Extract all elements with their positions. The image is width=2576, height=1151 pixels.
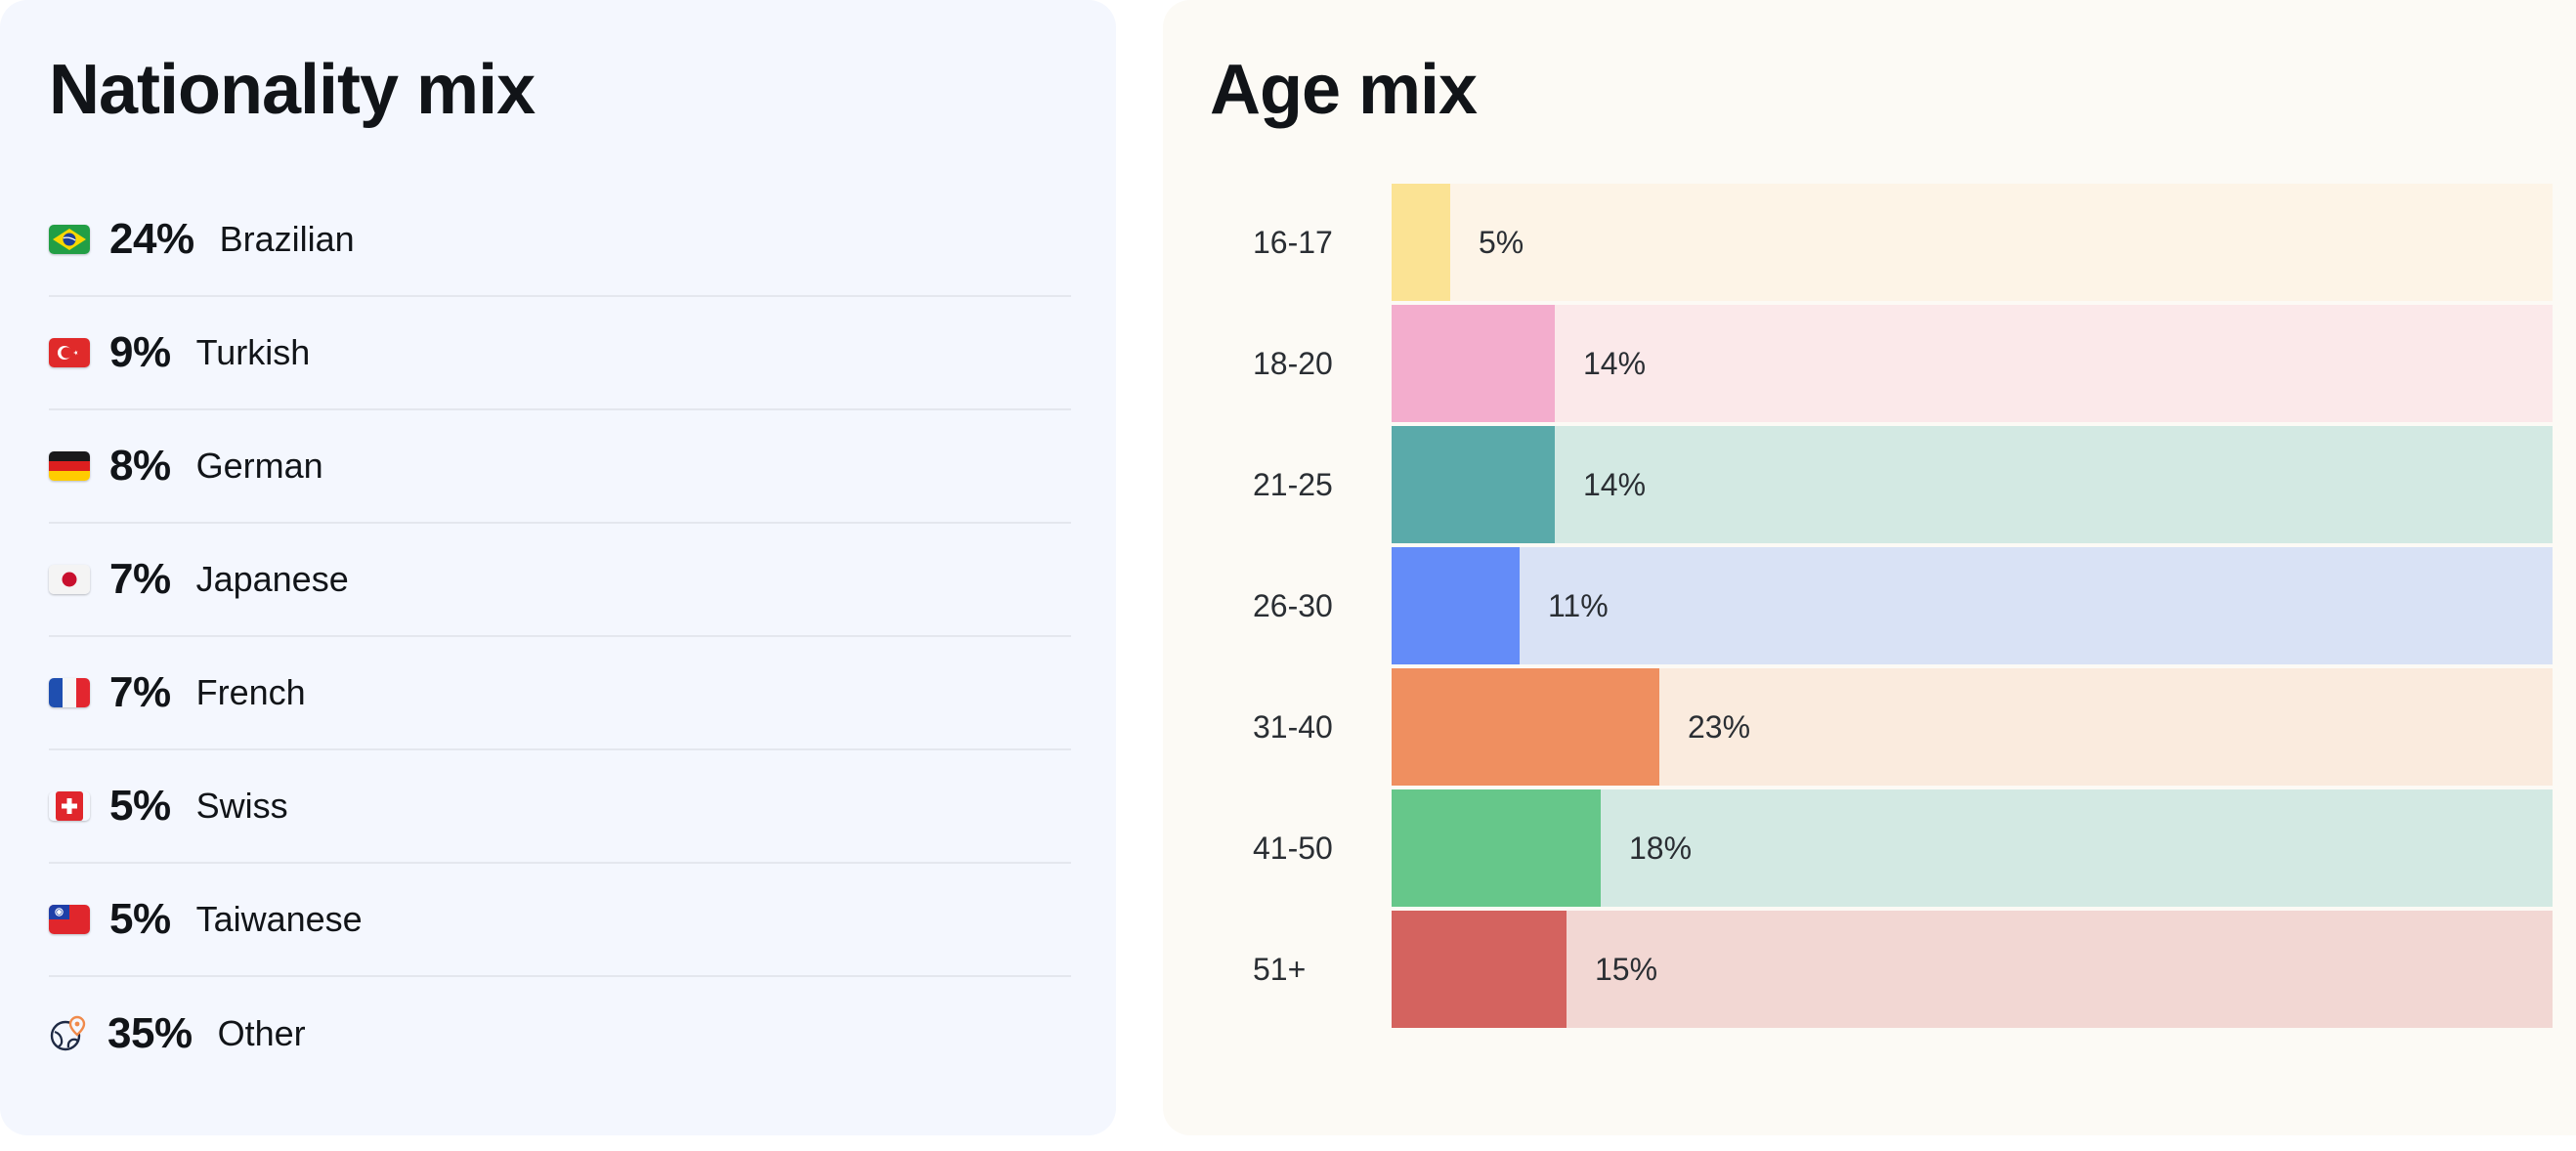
nationality-name: Brazilian xyxy=(219,219,355,259)
age-value-label: 15% xyxy=(1595,952,1658,987)
age-category-label: 18-20 xyxy=(1253,346,1333,381)
age-value-label: 5% xyxy=(1479,225,1524,260)
age-value-label: 14% xyxy=(1583,346,1647,381)
nationality-percent: 9% xyxy=(109,328,171,376)
age-row: 21-25 14% xyxy=(1163,426,2576,543)
nationality-row: 5% Swiss xyxy=(49,750,1071,864)
age-category-label: 41-50 xyxy=(1253,831,1333,866)
age-category-label: 51+ xyxy=(1253,952,1307,987)
nationality-percent: 5% xyxy=(109,782,171,830)
nationality-percent: 5% xyxy=(109,895,171,943)
nationality-percent: 7% xyxy=(109,555,171,603)
age-row: 51+ 15% xyxy=(1163,911,2576,1028)
turkey-flag-icon xyxy=(49,338,90,367)
age-bar xyxy=(1392,305,1555,422)
nationality-name: French xyxy=(195,672,306,712)
age-title: Age mix xyxy=(1210,51,1478,129)
germany-flag-icon xyxy=(49,451,90,481)
age-bar-track: 23% xyxy=(1392,668,2553,786)
globe-pin-icon xyxy=(49,1014,88,1053)
age-row: 41-50 18% xyxy=(1163,789,2576,907)
nationality-row: 9% Turkish xyxy=(49,297,1071,410)
age-value-label: 18% xyxy=(1629,831,1693,866)
age-bar xyxy=(1392,789,1601,907)
age-bar xyxy=(1392,426,1555,543)
nationality-row: 7% Japanese xyxy=(49,524,1071,637)
nationality-row: 8% German xyxy=(49,410,1071,524)
nationality-name: Swiss xyxy=(195,786,288,826)
age-bar-track: 14% xyxy=(1392,305,2553,422)
age-row: 16-17 5% xyxy=(1163,184,2576,301)
age-value-label: 14% xyxy=(1583,467,1647,502)
nationality-card: Nationality mix 24% Brazilian 9% Turkish 8% G… xyxy=(0,0,1116,1135)
japan-flag-icon xyxy=(49,565,90,594)
nationality-name: Other xyxy=(217,1013,306,1053)
nationality-name: Japanese xyxy=(195,559,349,599)
age-category-label: 26-30 xyxy=(1253,588,1333,623)
nationality-name: Taiwanese xyxy=(195,899,363,939)
age-bar-track: 18% xyxy=(1392,789,2553,907)
nationality-percent: 35% xyxy=(107,1009,193,1057)
age-row: 26-30 11% xyxy=(1163,547,2576,664)
age-category-label: 16-17 xyxy=(1253,225,1333,260)
nationality-list: 24% Brazilian 9% Turkish 8% German 7% Japanese 7… xyxy=(49,184,1071,1090)
age-bar-track: 11% xyxy=(1392,547,2553,664)
nationality-row: 35% Other xyxy=(49,977,1071,1090)
nationality-name: Turkish xyxy=(195,332,311,372)
age-bar xyxy=(1392,184,1450,301)
brazil-flag-icon xyxy=(49,225,90,254)
age-row: 18-20 14% xyxy=(1163,305,2576,422)
france-flag-icon xyxy=(49,678,90,707)
age-row: 31-40 23% xyxy=(1163,668,2576,786)
age-value-label: 11% xyxy=(1548,588,1609,623)
age-card: Age mix 16-17 5% 18-20 14% 21-25 14% 26-30 11% 3… xyxy=(1163,0,2576,1135)
nationality-percent: 24% xyxy=(109,215,194,263)
age-bar xyxy=(1392,547,1520,664)
age-bar-chart: 16-17 5% 18-20 14% 21-25 14% 26-30 11% 31-40 23% 4… xyxy=(1163,184,2576,1030)
age-bar xyxy=(1392,911,1567,1028)
taiwan-flag-icon xyxy=(49,905,90,934)
nationality-name: German xyxy=(195,446,323,486)
age-category-label: 21-25 xyxy=(1253,467,1333,502)
nationality-percent: 8% xyxy=(109,442,171,490)
age-bar-track: 5% xyxy=(1392,184,2553,301)
switzerland-flag-icon xyxy=(49,791,90,821)
age-bar-track: 15% xyxy=(1392,911,2553,1028)
nationality-row: 7% French xyxy=(49,637,1071,750)
nationality-row: 5% Taiwanese xyxy=(49,864,1071,977)
age-bar xyxy=(1392,668,1659,786)
age-bar-track: 14% xyxy=(1392,426,2553,543)
age-value-label: 23% xyxy=(1688,709,1751,745)
age-category-label: 31-40 xyxy=(1253,709,1333,745)
nationality-row: 24% Brazilian xyxy=(49,184,1071,297)
nationality-percent: 7% xyxy=(109,668,171,716)
nationality-title: Nationality mix xyxy=(49,51,536,129)
